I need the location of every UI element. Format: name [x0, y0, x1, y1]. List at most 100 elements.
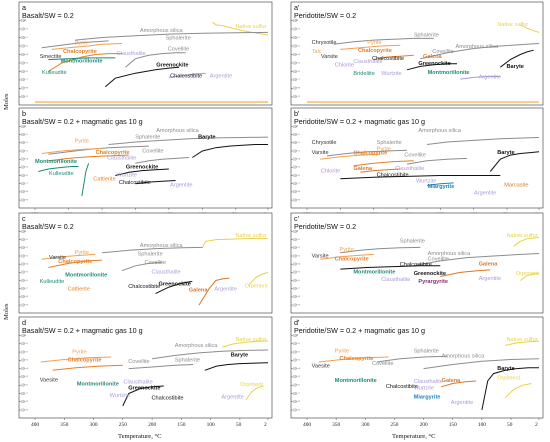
mineral-label: Chalcopyrite	[58, 259, 92, 265]
series-line	[168, 72, 206, 78]
mineral-label: Clausthalite	[414, 379, 443, 385]
series-line	[360, 168, 401, 173]
y-tick-label: 10⁻⁵	[21, 271, 28, 275]
y-tick-label: 10⁻³	[293, 254, 300, 258]
y-tick-label: 10⁻²	[21, 350, 28, 354]
mineral-label: Montmorillonite	[35, 159, 77, 165]
mineral-label: Sphalerite	[400, 239, 425, 245]
y-tick-label: 10⁻¹	[21, 238, 28, 242]
series-line	[320, 253, 374, 260]
mineral-label: Kulleudite	[40, 279, 65, 285]
series-line	[48, 53, 122, 72]
mineral-label: Brideliite	[353, 71, 374, 77]
y-tick-label: 10⁻¹	[21, 342, 28, 346]
y-tick-label: 10⁻¹	[293, 342, 300, 346]
mineral-label: Montmorillonite	[61, 58, 103, 64]
panel-title: Basalt/SW = 0.2 + magmatic gas 10 g	[22, 326, 143, 335]
y-axis-label-bottom: Moles	[3, 303, 10, 320]
mineral-label: Wurtzite	[414, 386, 434, 392]
y-tick-label: 10⁰	[21, 230, 27, 234]
panel-frame	[18, 212, 273, 314]
mineral-label: Vaesite	[312, 363, 330, 369]
y-tick-label: 10⁻⁷	[293, 182, 300, 186]
series-line	[245, 385, 264, 401]
y-tick-label: 10⁻⁵	[21, 61, 28, 65]
x-tick-label: 100	[207, 422, 215, 428]
mineral-label: Chalcostibite	[128, 284, 160, 290]
mineral-label: Chalcostibite	[170, 73, 202, 79]
series-line	[75, 31, 269, 41]
series-line	[48, 57, 116, 61]
mineral-label: Chlorite	[321, 169, 340, 175]
y-tick-label: 10⁻⁸	[21, 400, 28, 404]
series-line	[320, 153, 381, 160]
panel-title: Peridotite/SW = 0.2	[294, 222, 356, 231]
mineral-label: Kulleudite	[42, 70, 67, 76]
panel-frame	[290, 1, 544, 106]
mineral-label: Sphalerite	[414, 32, 439, 38]
y-tick-label: 10⁻⁴	[293, 367, 300, 371]
series-line	[513, 237, 540, 247]
y-tick-label: 10⁻²	[293, 246, 300, 250]
series-line	[505, 340, 540, 346]
y-tick-label: 10⁰	[293, 334, 299, 338]
mineral-label: Orpiment	[245, 283, 268, 289]
series-line	[248, 271, 269, 285]
mineral-label: Chalcostibite	[152, 395, 184, 401]
panel-title: Basalt/SW = 0.2	[22, 222, 74, 231]
mineral-label: Chalcostibite	[400, 262, 432, 268]
series-line	[222, 340, 269, 348]
x-axis-label-left: Temperature, °C	[118, 433, 162, 440]
panel-d-prime: 10⁰ 10⁻¹ 10⁻² 10⁻³ 10⁻⁴ 10⁻⁵ 10⁻⁶ 10⁻⁷ 10⁻⁸ 10⁻⁹ d…	[290, 316, 544, 428]
mineral-label: Amorphous silica	[418, 128, 461, 134]
mineral-label: Chalcopyrite	[63, 49, 97, 55]
y-tick-label: 10⁻⁸	[293, 400, 300, 404]
y-tick-label: 10⁻⁴	[21, 367, 28, 371]
y-tick-label: 10⁻¹	[293, 133, 300, 137]
series-line	[440, 269, 491, 277]
panel-frame	[290, 316, 544, 419]
series-line	[115, 168, 169, 176]
mineral-label: Sphalerite	[175, 358, 200, 364]
mineral-label: Montmorillonite	[335, 378, 377, 384]
panel-frame	[18, 1, 273, 106]
mineral-label: Greenockite	[414, 271, 446, 277]
y-tick-label: 10⁻⁸	[293, 190, 300, 194]
mineral-label: Chalcopyrite	[340, 356, 374, 362]
mineral-label: Orpiment	[516, 271, 539, 277]
mineral-label: Amorphous silica	[156, 128, 199, 134]
series-line	[212, 21, 269, 36]
mineral-label: Galena	[423, 54, 443, 60]
x-tick-label: 100	[478, 422, 486, 428]
y-tick-label: 10⁻⁴	[21, 157, 28, 161]
y-tick-label: 10⁻⁵	[21, 166, 28, 170]
y-tick-label: 10⁰	[21, 19, 27, 23]
y-tick-label: 10⁻⁴	[293, 53, 300, 57]
series-line	[101, 246, 203, 254]
y-tick-label: 10⁻⁵	[293, 271, 300, 275]
mineral-label: Talc	[312, 49, 322, 55]
mineral-label: Amorphous silica	[140, 28, 183, 34]
mineral-label: Wurtzite	[117, 173, 137, 179]
mineral-label: Pyrite	[72, 349, 86, 355]
y-tick-label: 10⁻⁶	[293, 70, 300, 74]
series-line	[326, 149, 408, 157]
mineral-label: Baryte	[497, 150, 514, 156]
mineral-label: Baryte	[507, 64, 524, 70]
mineral-label: Sphalerite	[414, 349, 439, 355]
y-tick-label: 10⁻⁹	[21, 198, 28, 202]
series-line	[122, 385, 164, 407]
mineral-label: Greenockite	[418, 61, 450, 67]
mineral-label: Covellite	[168, 47, 189, 53]
series-line	[135, 180, 176, 185]
series-line	[38, 166, 79, 172]
panel-c-prime: 10⁰ 10⁻¹ 10⁻² 10⁻³ 10⁻⁴ 10⁻⁵ 10⁻⁶ 10⁻⁷ 10⁻⁸ 10⁻⁹ c…	[290, 212, 544, 314]
y-tick-label: 10⁻⁹	[293, 95, 300, 99]
mineral-label: Native sulfur	[235, 337, 266, 343]
mineral-label: Clausthalite	[117, 51, 146, 57]
series-line	[423, 358, 540, 370]
y-tick-label: 10⁻²	[21, 141, 28, 145]
x-tick-label: 250	[390, 422, 398, 428]
series-line	[201, 237, 268, 249]
